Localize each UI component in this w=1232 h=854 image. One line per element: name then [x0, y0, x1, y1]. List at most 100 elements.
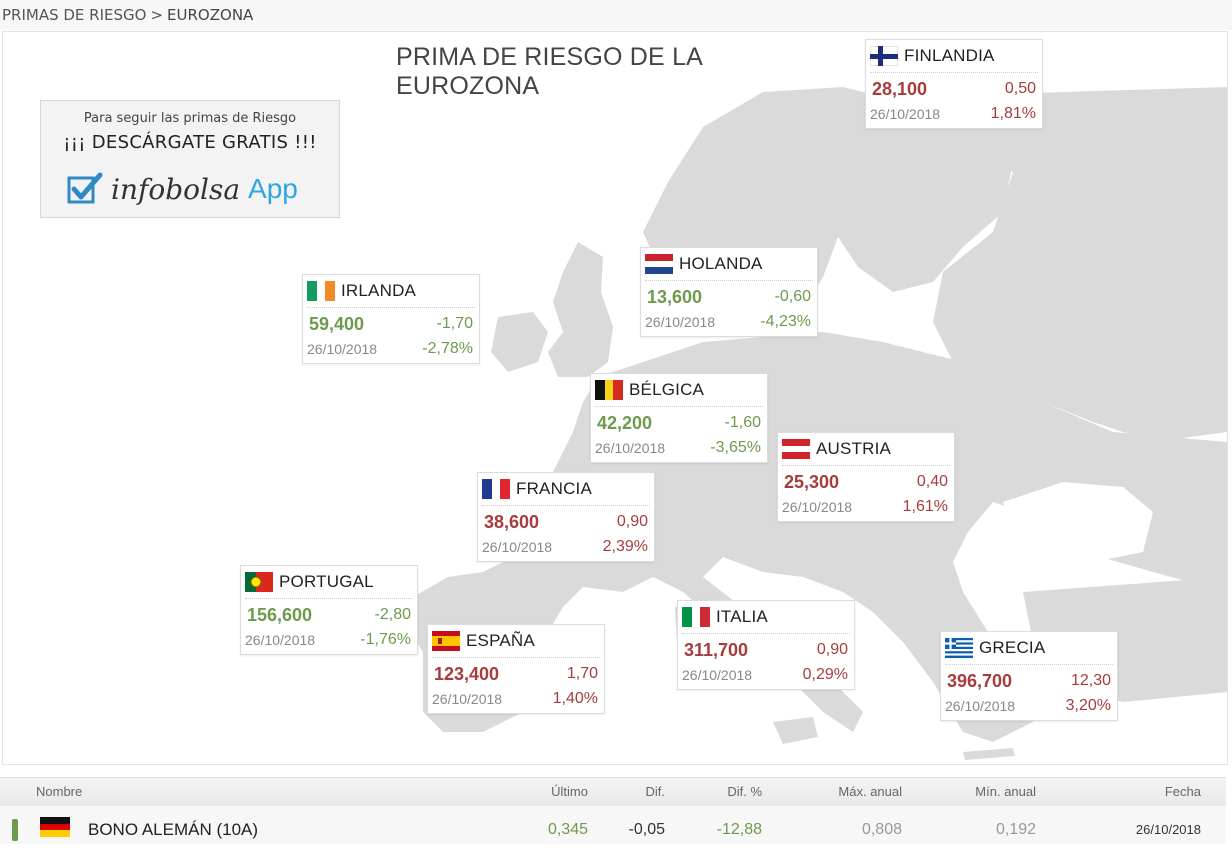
france-flag-icon	[482, 479, 510, 499]
table-row[interactable]: BONO ALEMÁN (10A) 0,345 -0,05 -12,88 0,8…	[0, 805, 1226, 844]
country-card-grecia[interactable]: GRECIA 396,700 12,30 26/10/2018 3,20%	[940, 631, 1118, 721]
breadcrumb-separator: >	[150, 6, 164, 24]
col-header-dif-pct[interactable]: Dif. %	[727, 784, 762, 799]
country-card-belgica[interactable]: BÉLGICA 42,200 -1,60 26/10/2018 -3,65%	[590, 373, 768, 463]
breadcrumb-parent-link[interactable]: PRIMAS DE RIESGO	[2, 6, 147, 24]
bond-min-anual: 0,192	[995, 821, 1036, 838]
promo-line-2: ¡¡¡ DESCÁRGATE GRATIS !!!	[63, 132, 317, 153]
col-header-nombre[interactable]: Nombre	[36, 784, 83, 799]
country-name: PORTUGAL	[279, 572, 374, 591]
country-name: ESPAÑA	[466, 631, 535, 650]
map-title: PRIMA DE RIESGO DE LA EUROZONA	[396, 43, 702, 100]
country-card-espana[interactable]: ESPAÑA 123,400 1,70 26/10/2018 1,40%	[427, 624, 605, 714]
risk-premium-date: 26/10/2018	[870, 106, 941, 122]
portugal-flag-icon	[245, 572, 273, 592]
risk-premium-date: 26/10/2018	[245, 632, 316, 648]
risk-premium-value: 28,100	[872, 78, 928, 99]
col-header-dif[interactable]: Dif.	[645, 784, 666, 799]
breadcrumb-current: EUROZONA	[167, 6, 254, 24]
austria-flag-icon	[782, 439, 810, 459]
card-header: ESPAÑA	[432, 625, 600, 658]
risk-premium-change: -2,80	[374, 606, 411, 623]
risk-premium-value: 156,600	[247, 604, 313, 625]
ireland-flag-icon	[307, 281, 335, 301]
risk-premium-date: 26/10/2018	[482, 539, 553, 555]
risk-premium-value: 13,600	[647, 286, 703, 307]
country-name: IRLANDA	[341, 281, 417, 300]
germany-flag-icon	[40, 817, 70, 842]
finland-flag-icon	[870, 46, 898, 66]
card-header: PORTUGAL	[245, 566, 413, 599]
card-header: ITALIA	[682, 601, 850, 634]
col-header-fecha[interactable]: Fecha	[1164, 784, 1201, 799]
bond-fecha: 26/10/2018	[1135, 822, 1201, 837]
checkbox-check-icon	[67, 172, 103, 204]
bond-dif-pct: -12,88	[716, 821, 762, 838]
risk-premium-change: 12,30	[1070, 672, 1111, 689]
card-header: AUSTRIA	[782, 433, 950, 466]
risk-premium-change: 0,90	[616, 513, 648, 530]
risk-premium-change-pct: -2,78%	[422, 340, 473, 357]
belgium-flag-icon	[595, 380, 623, 400]
infobolsa-app-promo[interactable]: Para seguir las primas de Riesgo ¡¡¡ DES…	[40, 100, 340, 218]
risk-premium-change-pct: 2,39%	[602, 538, 648, 555]
col-header-max-anual[interactable]: Máx. anual	[838, 784, 902, 799]
country-card-finlandia[interactable]: FINLANDIA 28,100 0,50 26/10/2018 1,81%	[865, 39, 1043, 129]
risk-premium-value: 38,600	[484, 511, 540, 532]
risk-premium-change: 0,90	[816, 641, 848, 658]
country-name: ITALIA	[716, 607, 768, 626]
risk-premium-change: 0,40	[916, 473, 948, 490]
country-name: FINLANDIA	[904, 46, 995, 65]
country-name: FRANCIA	[516, 479, 593, 498]
bond-name[interactable]: BONO ALEMÁN (10A)	[88, 820, 259, 839]
breadcrumb: PRIMAS DE RIESGO > EUROZONA	[0, 0, 1232, 30]
risk-premium-change-pct: 0,29%	[802, 666, 848, 683]
risk-premium-change: 1,70	[566, 665, 598, 682]
risk-premium-change-pct: -3,65%	[710, 439, 761, 456]
risk-premium-change: -1,70	[436, 315, 473, 332]
country-card-italia[interactable]: ITALIA 311,700 0,90 26/10/2018 0,29%	[677, 600, 855, 690]
risk-premium-date: 26/10/2018	[307, 341, 378, 357]
risk-premium-change: -1,60	[724, 414, 761, 431]
infobolsa-logo: infobolsa App	[67, 169, 298, 209]
risk-premium-date: 26/10/2018	[682, 667, 753, 683]
promo-line-1: Para seguir las primas de Riesgo	[83, 111, 297, 126]
card-header: GRECIA	[945, 632, 1113, 665]
bond-dif: -0,05	[628, 821, 665, 838]
risk-premium-change: -0,60	[774, 288, 811, 305]
card-header: HOLANDA	[645, 248, 813, 281]
country-card-austria[interactable]: AUSTRIA 25,300 0,40 26/10/2018 1,61%	[777, 432, 955, 522]
logo-brand-text: infobolsa	[111, 172, 241, 206]
country-name: GRECIA	[979, 638, 1046, 657]
bond-table-header: Nombre Último Dif. Dif. % Máx. anual Mín…	[0, 777, 1226, 805]
card-header: IRLANDA	[307, 275, 475, 308]
spain-flag-icon	[432, 631, 460, 651]
risk-premium-value: 59,400	[309, 313, 365, 334]
risk-premium-change-pct: 1,61%	[902, 498, 948, 515]
risk-premium-value: 123,400	[434, 663, 500, 684]
risk-premium-date: 26/10/2018	[645, 314, 716, 330]
netherlands-flag-icon	[645, 254, 673, 274]
country-card-irlanda[interactable]: IRLANDA 59,400 -1,70 26/10/2018 -2,78%	[302, 274, 480, 364]
italy-flag-icon	[682, 607, 710, 627]
bond-ultimo: 0,345	[547, 821, 588, 838]
risk-premium-date: 26/10/2018	[782, 499, 853, 515]
col-header-min-anual[interactable]: Mín. anual	[975, 784, 1036, 799]
risk-premium-date: 26/10/2018	[945, 698, 1016, 714]
risk-premium-change-pct: -4,23%	[760, 313, 811, 330]
bond-max-anual: 0,808	[861, 821, 902, 838]
col-header-ultimo[interactable]: Último	[551, 784, 588, 799]
risk-premium-change-pct: 1,81%	[990, 105, 1036, 122]
risk-premium-date: 26/10/2018	[432, 691, 503, 707]
risk-premium-value: 42,200	[597, 412, 653, 433]
country-name: BÉLGICA	[629, 380, 705, 399]
country-card-holanda[interactable]: HOLANDA 13,600 -0,60 26/10/2018 -4,23%	[640, 247, 818, 337]
trend-indicator	[12, 819, 18, 841]
logo-app-text: App	[248, 173, 298, 204]
risk-premium-change-pct: 3,20%	[1065, 697, 1111, 714]
card-header: FRANCIA	[482, 473, 650, 506]
risk-premium-change: 0,50	[1004, 80, 1036, 97]
risk-premium-value: 311,700	[684, 639, 749, 660]
country-card-portugal[interactable]: PORTUGAL 156,600 -2,80 26/10/2018 -1,76%	[240, 565, 418, 655]
country-card-francia[interactable]: FRANCIA 38,600 0,90 26/10/2018 2,39%	[477, 472, 655, 562]
